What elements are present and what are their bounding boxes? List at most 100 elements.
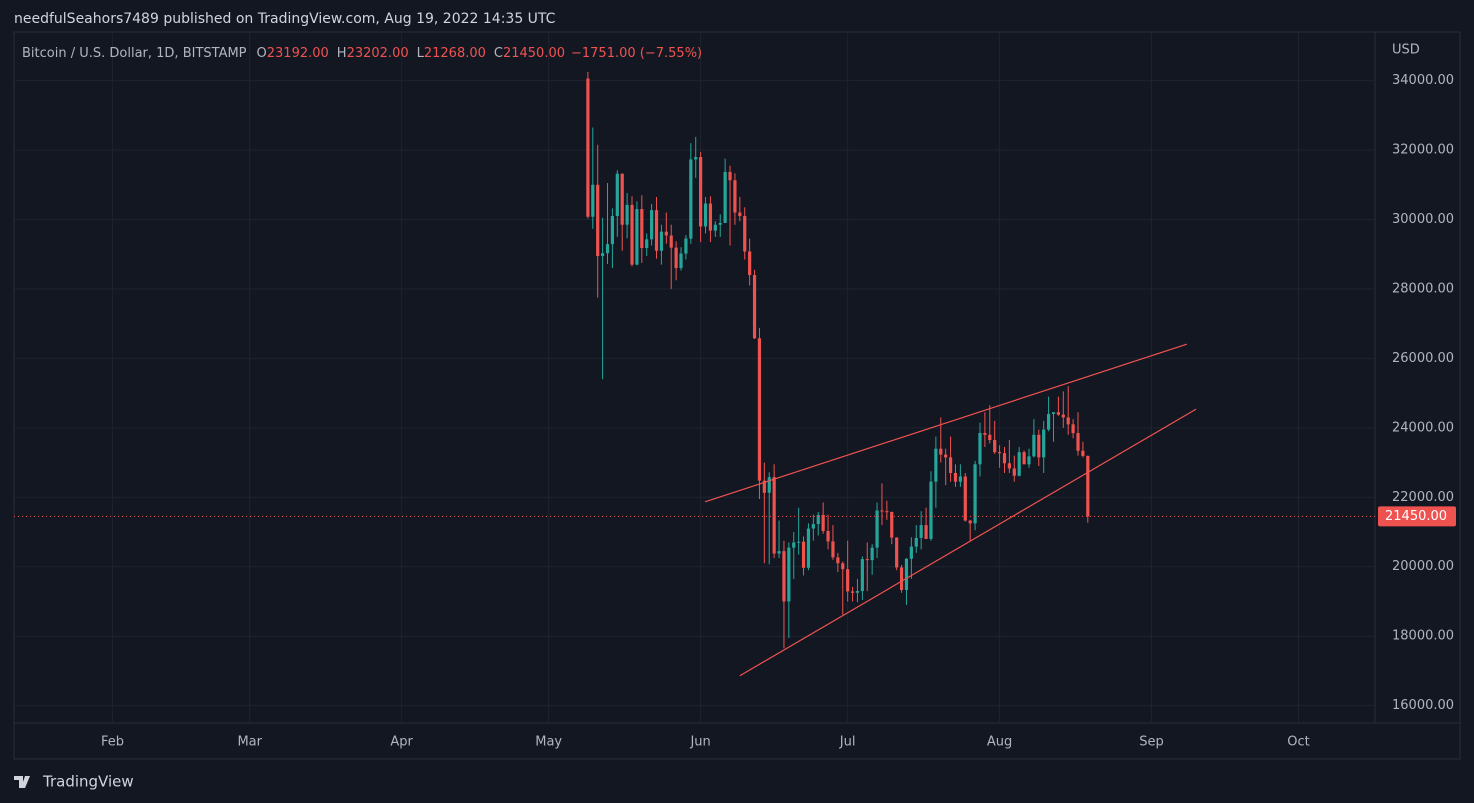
candle-body (890, 511, 894, 538)
candle-body (762, 480, 766, 493)
candle-body (865, 559, 869, 561)
candle-body (625, 204, 629, 225)
logo-mark (14, 776, 30, 788)
candle-body (831, 541, 835, 558)
candle-body (772, 477, 776, 554)
candle-body (777, 551, 781, 554)
x-tick-label: Sep (1139, 735, 1164, 750)
candle-body (904, 558, 909, 591)
candle-body (752, 275, 757, 339)
candle-body (1002, 453, 1007, 464)
candle-body (801, 541, 806, 568)
candle-body (591, 184, 595, 217)
y-tick-label: 16000.00 (1392, 698, 1454, 713)
candle-body (1042, 429, 1046, 458)
y-tick-label: 30000.00 (1392, 212, 1454, 227)
y-tick-label: 20000.00 (1392, 559, 1454, 574)
candle-body (1022, 452, 1026, 465)
candle-body (610, 216, 615, 245)
x-tick-label: Jun (689, 735, 710, 750)
last-price-label: 21450.00 (1385, 509, 1447, 524)
y-tick-label: 28000.00 (1392, 281, 1454, 296)
candle-body (899, 567, 904, 591)
candle-body (914, 537, 918, 547)
x-tick-label: Apr (390, 735, 413, 750)
candle-body (1017, 452, 1021, 476)
x-tick-label: Aug (987, 735, 1012, 750)
candle-body (792, 542, 796, 548)
candle-body (870, 547, 874, 561)
legend-key: O (257, 46, 267, 61)
candle-body (1012, 468, 1016, 476)
candle-body (821, 515, 825, 531)
candle-body (850, 591, 855, 593)
candle-body (645, 239, 649, 248)
candle-body (885, 511, 889, 513)
candle-body (684, 238, 688, 254)
legend-key: L (417, 46, 425, 61)
candle-body (836, 557, 840, 564)
candle-body (630, 204, 634, 265)
y-tick-label: 34000.00 (1392, 73, 1454, 88)
candle-body (973, 464, 977, 524)
candle-body (997, 452, 1002, 454)
candle-body (875, 510, 879, 548)
currency: USD (1392, 43, 1420, 58)
y-tick-label: 18000.00 (1392, 629, 1454, 644)
trendline (739, 408, 1197, 677)
candle-body (841, 563, 845, 570)
candle-body (669, 235, 673, 248)
candle-body (993, 440, 997, 453)
candle-body (929, 481, 933, 539)
candle-body (757, 338, 762, 481)
candle-body (1076, 433, 1080, 451)
candle-body (694, 157, 698, 160)
candle-body (650, 210, 654, 240)
candle-body (586, 78, 590, 217)
legend-value: 21450.00 (503, 46, 565, 61)
legend-key: H (337, 46, 347, 61)
candle-body (1046, 413, 1051, 430)
y-tick-label: 22000.00 (1392, 490, 1454, 505)
candle-body (728, 171, 732, 181)
legend-key: C (494, 46, 503, 61)
candle-body (816, 515, 820, 525)
candle-body (664, 231, 668, 236)
candle-body (978, 433, 982, 465)
candle-body (615, 173, 619, 217)
candle-body (1061, 414, 1065, 418)
candle-body (1037, 434, 1041, 458)
logo: TradingView (14, 773, 134, 791)
candle-body (895, 537, 899, 568)
candle-body (659, 231, 664, 251)
legend-value: 23192.00 (267, 46, 329, 61)
legend-change: −1751.00 (−7.55%) (571, 46, 702, 61)
candle-body (605, 244, 610, 254)
candle-body (782, 551, 786, 602)
candle-body (880, 510, 884, 512)
candle-body (988, 434, 992, 441)
candle-body (939, 448, 943, 455)
candle-body (983, 433, 987, 435)
candle-body (654, 210, 659, 251)
frame (13, 31, 1461, 760)
candle-body (1032, 434, 1036, 457)
candle-body (596, 184, 600, 256)
candle-body (826, 530, 830, 542)
last-price-box (1378, 506, 1456, 527)
candle-body (934, 448, 938, 482)
candle-body (738, 212, 742, 217)
candle-body (846, 569, 850, 592)
candle-body (601, 253, 605, 256)
legend-name: Bitcoin / U.S. Dollar, 1D, BITSTAMP (22, 46, 247, 61)
y-tick-label: 32000.00 (1392, 143, 1454, 158)
candle-body (620, 173, 624, 225)
candle-body (674, 247, 678, 269)
candle-body (944, 454, 948, 458)
candle-body (787, 547, 791, 602)
footer: TradingView (42, 773, 134, 791)
candle-body (689, 159, 693, 239)
